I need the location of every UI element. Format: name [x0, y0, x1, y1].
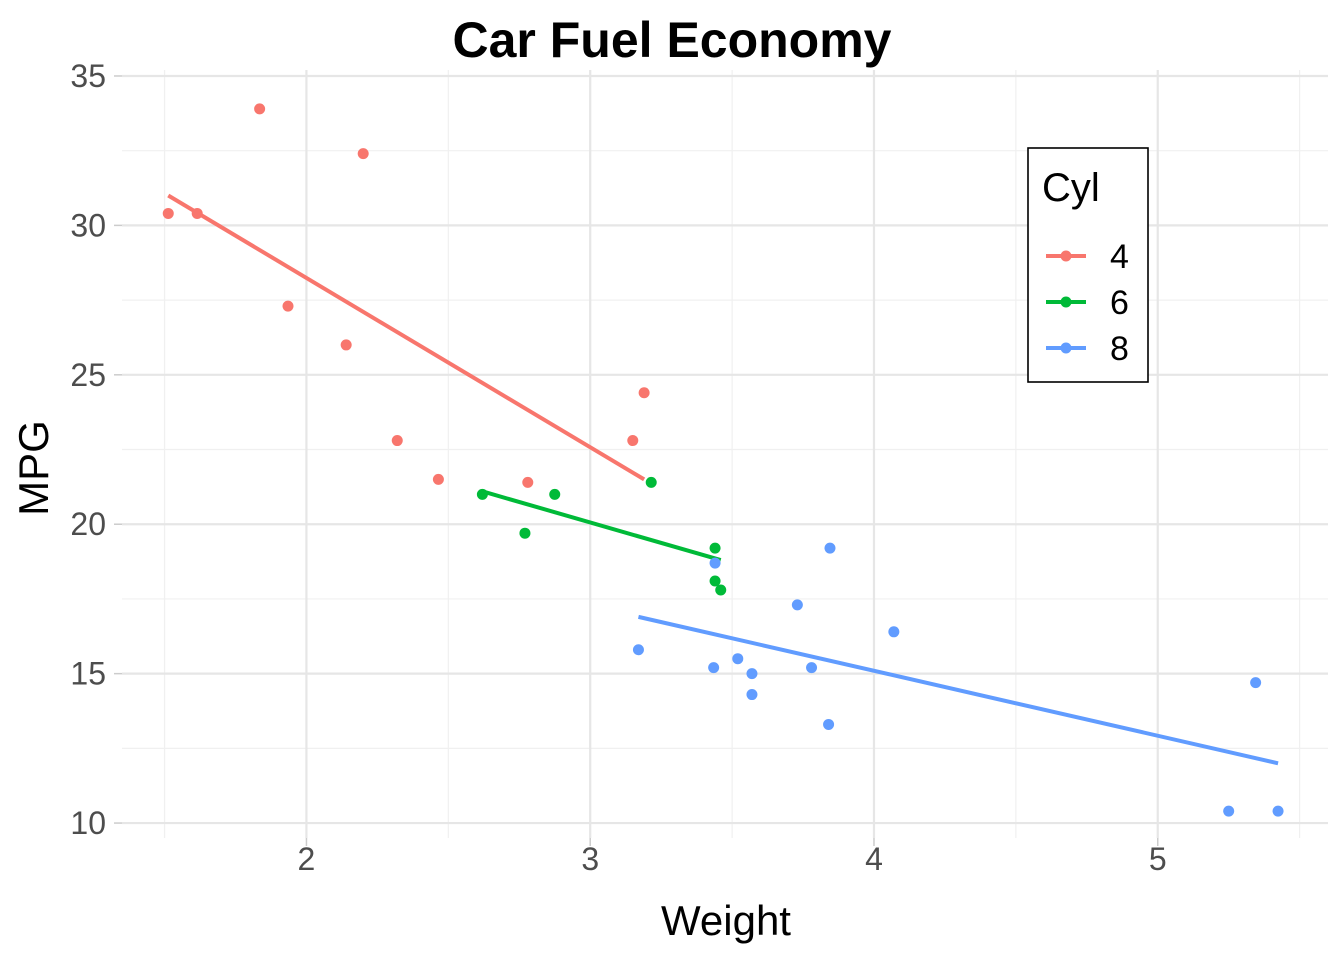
grid: [122, 70, 1328, 838]
data-point-cyl-4: [282, 300, 294, 312]
axes: 2 3 4 5 10 15 20 25 30 35: [70, 58, 1166, 877]
data-point-cyl-6: [476, 488, 488, 500]
data-point-cyl-8: [732, 653, 744, 665]
x-tick-label: 3: [581, 841, 599, 877]
data-point-cyl-6: [709, 575, 721, 587]
legend-label-6: 6: [1110, 284, 1129, 322]
legend-box: [1027, 147, 1149, 383]
fit-lines: [167, 193, 1279, 766]
y-tick-label: 20: [70, 506, 106, 542]
data-point-cyl-6: [709, 542, 721, 554]
y-tick-label: 15: [70, 656, 106, 692]
data-point-cyl-8: [709, 557, 721, 569]
data-point-cyl-4: [627, 435, 639, 447]
y-tick-label: 25: [70, 357, 106, 393]
fit-line-cyl-4: [167, 193, 646, 482]
data-point-cyl-4: [340, 339, 352, 351]
legend: Cyl 4 6 8: [1027, 147, 1149, 383]
x-tick-label: 4: [865, 841, 883, 877]
data-point-cyl-8: [791, 599, 803, 611]
data-point-cyl-8: [1250, 677, 1262, 689]
fit-line-cyl-6: [481, 489, 722, 563]
data-point-cyl-8: [1223, 805, 1235, 817]
legend-title: Cyl: [1042, 166, 1100, 210]
y-tick-label: 30: [70, 207, 106, 243]
data-point-cyl-8: [708, 662, 720, 674]
data-point-cyl-8: [1272, 805, 1284, 817]
y-tick-label: 35: [70, 58, 106, 94]
data-point-cyl-8: [632, 644, 644, 656]
y-axis-title: MPG: [10, 420, 57, 516]
data-point-cyl-4: [638, 387, 650, 399]
x-axis-title: Weight: [661, 897, 791, 944]
data-point-cyl-8: [746, 668, 758, 680]
data-point-cyl-4: [254, 103, 266, 115]
data-point-cyl-4: [191, 207, 203, 219]
data-point-cyl-8: [888, 626, 900, 638]
data-point-cyl-8: [824, 542, 836, 554]
data-point-cyl-6: [519, 527, 531, 539]
data-point-cyl-6: [645, 476, 657, 488]
data-point-cyl-8: [806, 662, 818, 674]
data-point-cyl-4: [391, 435, 403, 447]
legend-entries: 4 6 8: [1046, 238, 1129, 368]
legend-key-point-6: [1060, 296, 1072, 308]
data-point-cyl-8: [746, 689, 758, 701]
data-point-cyl-4: [357, 148, 369, 160]
x-tick-label: 2: [298, 841, 316, 877]
data-point-cyl-4: [432, 473, 444, 485]
data-point-cyl-4: [162, 207, 174, 219]
data-point-cyl-4: [522, 476, 534, 488]
data-point-cyl-8: [823, 718, 835, 730]
data-point-cyl-6: [715, 584, 727, 596]
fit-line-cyl-8: [638, 614, 1279, 766]
data-points: [162, 103, 1284, 817]
y-tick-label: 10: [70, 805, 106, 841]
x-tick-label: 5: [1149, 841, 1167, 877]
legend-key-point-4: [1060, 250, 1072, 262]
legend-label-4: 4: [1110, 238, 1129, 276]
chart-title: Car Fuel Economy: [453, 12, 892, 68]
legend-label-8: 8: [1110, 330, 1129, 368]
data-point-cyl-6: [549, 488, 561, 500]
legend-key-point-8: [1060, 342, 1072, 354]
